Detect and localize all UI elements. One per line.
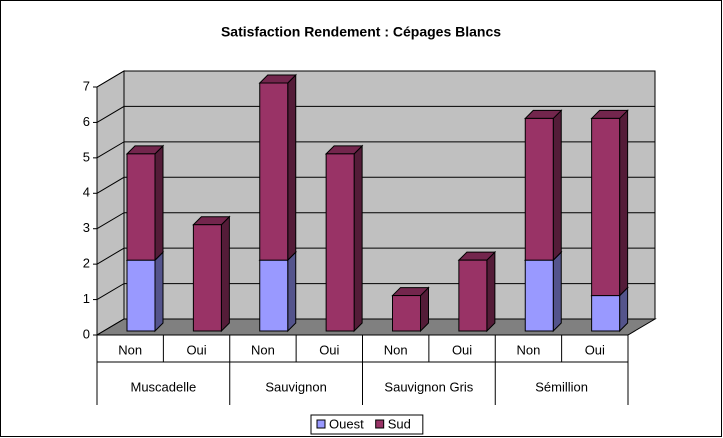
grid-line [96, 212, 655, 230]
bar [524, 117, 554, 261]
x-tick-label: Non [251, 342, 275, 357]
x-tick-label: Oui [319, 342, 339, 357]
x-group-label: Sémillion [535, 379, 588, 394]
grid-line [96, 105, 655, 123]
y-tick-label: 6 [83, 114, 90, 129]
x-tick-label: Non [118, 342, 142, 357]
bar-side [353, 144, 363, 333]
y-tick-label: 1 [83, 291, 90, 306]
bar-side [552, 109, 562, 262]
bar [259, 259, 289, 332]
grid-line [96, 141, 655, 159]
legend-swatch [316, 419, 326, 429]
y-tick-label: 0 [83, 326, 90, 341]
bar-side [154, 250, 164, 333]
legend [310, 414, 424, 435]
grid-line [96, 247, 655, 265]
legend-swatch [375, 419, 385, 429]
x-group-label: Muscadelle [130, 379, 196, 394]
x-tick-label: Oui [452, 342, 472, 357]
side-wall [96, 70, 125, 336]
grid-line [96, 176, 655, 194]
bar [524, 259, 554, 332]
bar-side [552, 250, 562, 333]
bar [325, 153, 355, 332]
legend-label: Sud [388, 416, 411, 431]
y-tick-label: 5 [83, 149, 90, 164]
grid-line [96, 70, 655, 88]
bar [591, 295, 621, 332]
y-tick-label: 7 [83, 78, 90, 93]
y-tick-label: 4 [83, 185, 90, 200]
bar-side [287, 250, 297, 333]
bar [259, 82, 289, 261]
x-group-label: Sauvignon Gris [384, 379, 473, 394]
floor [95, 318, 657, 336]
bar-side [486, 250, 496, 333]
y-tick-label: 2 [83, 256, 90, 271]
bar [392, 295, 421, 332]
bar [458, 259, 488, 332]
bar-side [287, 73, 297, 262]
y-tick-label: 3 [83, 220, 90, 235]
bar-side [154, 144, 164, 262]
bar-side [220, 215, 230, 333]
bar [126, 259, 156, 332]
x-tick-label: Oui [186, 342, 206, 357]
x-tick-label: Non [517, 342, 541, 357]
x-tick-label: Oui [585, 342, 605, 357]
x-group-label: Sauvignon [265, 379, 326, 394]
bar [192, 224, 222, 332]
bar-side [619, 109, 629, 297]
chart-title: Satisfaction Rendement : Cépages Blancs [221, 24, 501, 40]
x-tick-label: Non [384, 342, 408, 357]
bar [591, 117, 621, 297]
bar [126, 153, 156, 261]
legend-label: Ouest [329, 416, 364, 431]
